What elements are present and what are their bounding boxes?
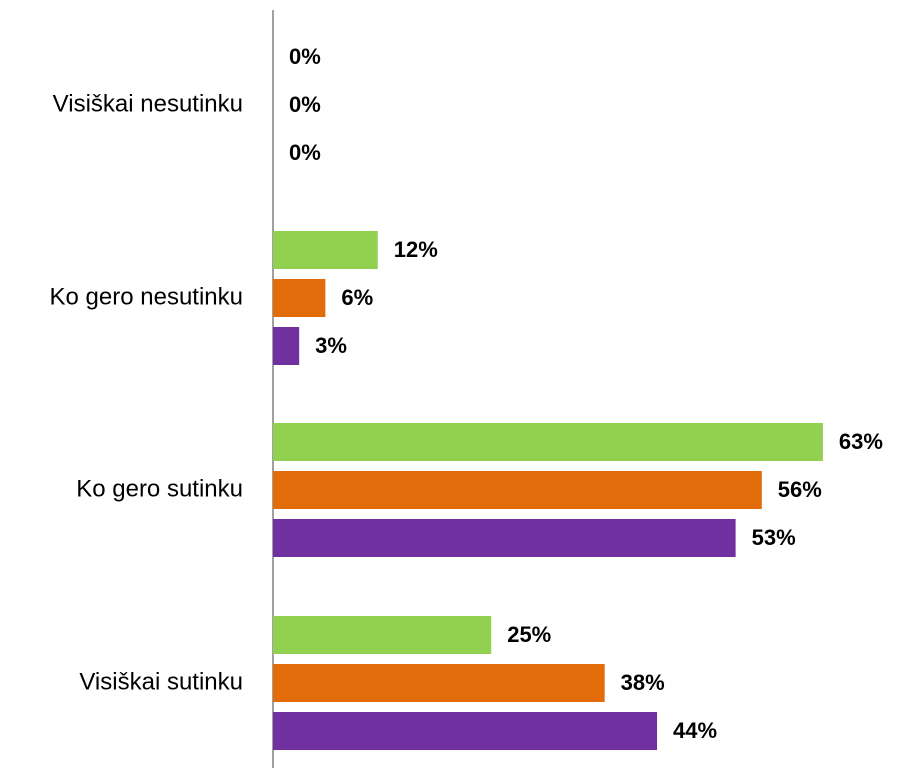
value-label: 53%: [752, 525, 796, 550]
bar: [273, 231, 378, 269]
bar: [273, 279, 326, 317]
value-label: 0%: [289, 92, 321, 117]
bar: [273, 664, 605, 702]
category-label: Ko gero nesutinku: [50, 283, 243, 310]
bar: [273, 423, 823, 461]
value-label: 63%: [839, 429, 883, 454]
value-label: 38%: [621, 670, 665, 695]
bar: [273, 712, 658, 750]
category-label: Ko gero sutinku: [76, 475, 243, 502]
value-label: 25%: [507, 622, 551, 647]
category-label: Visiškai sutinku: [79, 668, 243, 695]
value-label: 0%: [289, 44, 321, 69]
value-label: 44%: [673, 718, 717, 743]
category-label: Visiškai nesutinku: [53, 90, 243, 117]
value-label: 6%: [341, 285, 373, 310]
value-label: 3%: [315, 333, 347, 358]
value-label: 56%: [778, 477, 822, 502]
value-label: 12%: [394, 237, 438, 262]
bar: [273, 327, 300, 365]
bar: [273, 616, 492, 654]
value-label: 0%: [289, 140, 321, 165]
bar: [273, 519, 736, 557]
bar: [273, 471, 762, 509]
